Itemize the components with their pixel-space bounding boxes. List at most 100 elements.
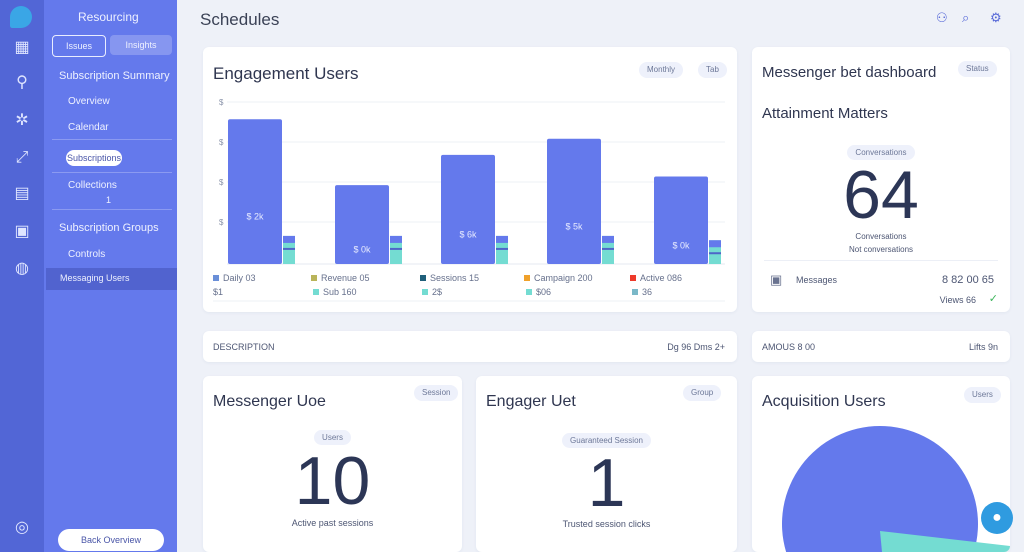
bar-secondary-stripe: [496, 247, 508, 250]
status-pill[interactable]: Status: [958, 61, 997, 77]
metric-caption: Active past sessions: [291, 518, 374, 528]
group-pill[interactable]: Group: [683, 385, 722, 401]
tab-issues[interactable]: Issues: [52, 35, 106, 57]
messenger-users-card: Messenger Uoe Session Users 10 Active pa…: [203, 376, 462, 552]
metric-value: 1: [587, 445, 626, 521]
metric-caption: Conversations: [855, 232, 907, 241]
video-icon[interactable]: ▣: [14, 223, 30, 240]
pie-chart: [782, 425, 1010, 552]
icon-rail: ▦ ⚲ ✲ ⤢ ▤ ▣ ◍ ◎: [0, 0, 44, 552]
section-heading: Subscription Summary: [59, 70, 170, 82]
pie-slice-main: [782, 425, 978, 552]
bar: [654, 176, 708, 264]
status-text: Views 66: [939, 295, 976, 305]
strip-value: Lifts 9n: [968, 342, 998, 352]
bar-secondary: [283, 235, 295, 264]
metric-badge: Guaranteed Session: [562, 433, 651, 448]
metric-badge: Conversations: [847, 145, 915, 160]
subscriptions-chip[interactable]: Subscriptions: [66, 150, 122, 166]
bar-chart: $ $ $ $ $ 2k $ 0k $ 6k $ 5k $ 0k: [213, 98, 725, 302]
bar-secondary: [496, 235, 508, 264]
legend-item[interactable]: Sessions 15: [420, 273, 479, 284]
strip-label: AMOUS 8 00: [762, 342, 816, 352]
card-title: Engager Uet: [486, 393, 576, 410]
messages-icon: ▣: [770, 272, 783, 287]
bar: [228, 119, 282, 264]
y-tick-label: $: [219, 98, 224, 107]
bar-secondary-cap: [602, 235, 614, 243]
legend-item[interactable]: Campaign 200: [524, 273, 593, 284]
check-icon: ✓: [988, 293, 998, 305]
legend-subvalue: 36: [632, 287, 652, 298]
legend-item[interactable]: Revenue 05: [311, 273, 370, 284]
bar-secondary-stripe: [602, 247, 614, 250]
users-icon[interactable]: ⚲: [16, 74, 28, 91]
bar: [441, 154, 495, 264]
footer-value: 8 82 00 65: [942, 274, 994, 286]
bar-secondary-stripe: [283, 247, 295, 250]
filter-tab[interactable]: Tab: [698, 62, 727, 78]
bar-label: $ 6k: [459, 229, 477, 239]
engagement-card: Engagement Users Monthly Tab $ $ $ $ $ 2k $ 0…: [203, 47, 737, 312]
card-title: Messenger Uoe: [213, 393, 326, 410]
y-tick-label: $: [219, 138, 224, 147]
card-title: Messenger bet dashboard: [762, 64, 937, 81]
bar-secondary: [390, 235, 402, 264]
help-icon[interactable]: ◎: [15, 519, 29, 536]
acquisition-card: Acquisition Users Users: [752, 376, 1010, 552]
bar-label: $ 0k: [353, 245, 371, 255]
legend-item[interactable]: Active 086: [630, 273, 682, 284]
puzzle-icon[interactable]: ✲: [15, 112, 29, 129]
legend-subvalue: $1: [213, 287, 224, 297]
filter-monthly[interactable]: Monthly: [639, 62, 684, 78]
metric-badge: Users: [314, 430, 351, 445]
sidebar-item-selected[interactable]: Messaging Users: [46, 268, 177, 290]
bar-label: $ 0k: [672, 240, 690, 250]
bar-secondary-cap: [283, 235, 295, 243]
bar-secondary-cap: [709, 240, 721, 248]
card-subtitle: Attainment Matters: [762, 105, 888, 122]
search-icon[interactable]: ⌕: [962, 10, 970, 25]
bar-secondary: [602, 235, 614, 264]
sidebar-item-collections[interactable]: Collections: [68, 180, 117, 191]
y-tick-label: $: [219, 218, 224, 227]
metric-value: 64: [843, 157, 919, 233]
strip-value: Dg 96 Dms 2+: [667, 342, 725, 352]
user-icon[interactable]: ⚇: [936, 10, 948, 25]
calendar-icon[interactable]: ▤: [14, 185, 30, 202]
sidebar-item-controls[interactable]: Controls: [68, 249, 106, 260]
section-heading: Subscription Groups: [59, 222, 159, 234]
legend-subvalue: $06: [526, 287, 551, 298]
metric-value: 10: [294, 443, 371, 519]
globe-icon[interactable]: ◍: [15, 260, 29, 277]
bar: [335, 185, 389, 264]
legend-subvalue: 2$: [422, 287, 442, 298]
collections-count: 1: [106, 195, 112, 205]
sidebar-item-calendar[interactable]: Calendar: [68, 122, 109, 133]
pie-slice-secondary: [880, 531, 1010, 552]
bar: [547, 138, 601, 264]
bar-secondary-stripe: [709, 252, 721, 255]
bar-label: $ 5k: [565, 221, 583, 231]
back-overview-button[interactable]: Back Overview: [58, 529, 164, 551]
logo-icon[interactable]: [10, 6, 32, 28]
chart-icon[interactable]: ⤢: [15, 149, 29, 166]
strip-label: DESCRIPTION: [213, 342, 275, 352]
page-title: Schedules: [200, 10, 280, 29]
manager-card: Messenger bet dashboard Status Attainmen…: [752, 47, 1010, 312]
summary-strip: DESCRIPTION Dg 96 Dms 2+: [203, 331, 737, 362]
settings-icon[interactable]: ⚙: [990, 10, 1002, 25]
card-title: Acquisition Users: [762, 393, 886, 410]
metric-caption: Not conversations: [848, 245, 914, 254]
chat-bubble-icon[interactable]: ●: [981, 502, 1013, 534]
engager-card: Engager Uet Group Guaranteed Session 1 T…: [476, 376, 737, 552]
dashboard-icon[interactable]: ▦: [14, 39, 30, 56]
sidebar: Resourcing Issues Insights Subscription …: [44, 0, 177, 552]
users-pill[interactable]: Users: [964, 387, 1001, 403]
legend-item[interactable]: Daily 03: [213, 273, 256, 284]
tab-insights[interactable]: Insights: [110, 35, 172, 55]
summary-strip: AMOUS 8 00 Lifts 9n: [752, 331, 1010, 362]
session-pill[interactable]: Session: [414, 385, 459, 401]
sidebar-item-overview[interactable]: Overview: [68, 96, 110, 107]
bar-label: $ 2k: [246, 212, 264, 222]
